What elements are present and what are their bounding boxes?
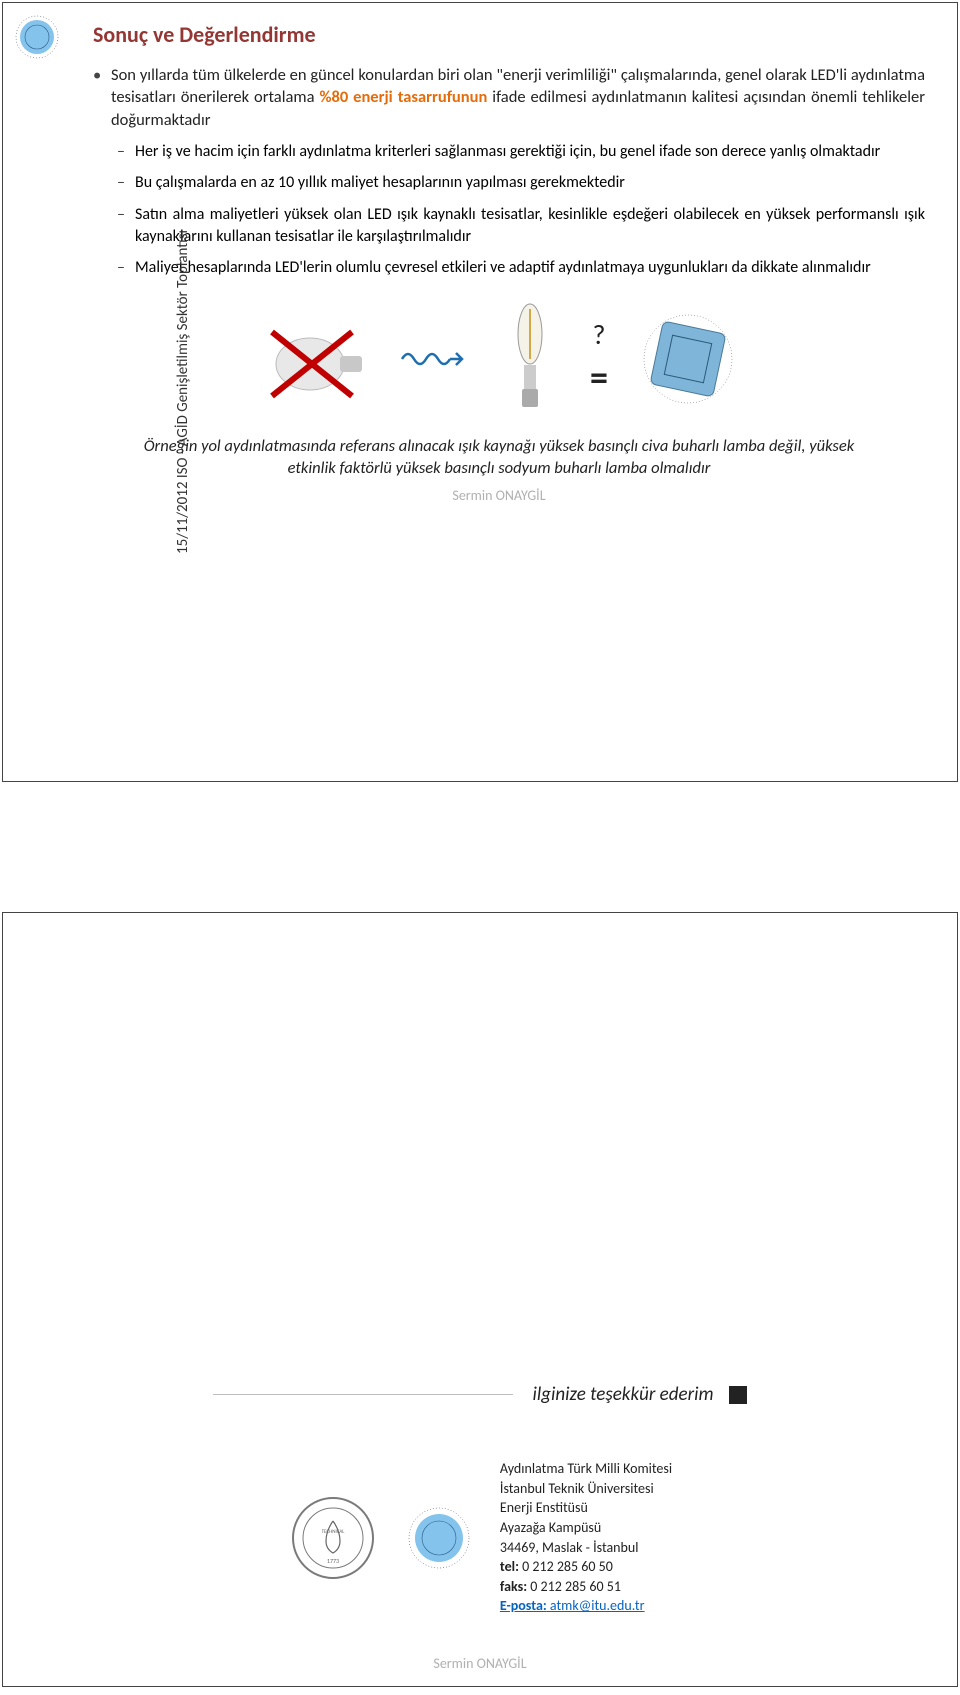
bullet-dot: • (93, 64, 111, 131)
contact-line: Aydınlatma Türk Milli Komitesi (500, 1459, 672, 1479)
sub-item: –Her iş ve hacim için farklı aydınlatma … (117, 141, 925, 163)
sodium-lamp-icon (500, 299, 560, 419)
slide-thanks: ilginize teşekkür ederim TECHNICAL 1773 … (2, 912, 958, 1687)
equals-sign: = (590, 356, 608, 400)
fax-label: faks: (500, 1578, 527, 1595)
fax-value: 0 212 285 60 51 (527, 1578, 621, 1595)
led-chip-icon (638, 309, 738, 409)
sub-bullet-list: –Her iş ve hacim için farklı aydınlatma … (117, 141, 925, 279)
contact-text: Aydınlatma Türk Milli Komitesi İstanbul … (500, 1459, 672, 1616)
intro-paragraph: • Son yıllarda tüm ülkelerde en güncel k… (93, 64, 925, 131)
question-mark: ? (593, 317, 606, 352)
sidebar-date-text: 15/11/2012 ISO - AGİD Genişletilmiş Sekt… (174, 230, 192, 554)
svg-text:TECHNICAL: TECHNICAL (322, 1529, 346, 1535)
author-name: Sermin ONAYGİL (73, 487, 925, 504)
sub-item: –Satın alma maliyetleri yüksek olan LED … (117, 204, 925, 247)
tel-label: tel: (500, 1558, 519, 1575)
image-comparison-row: ? = (73, 299, 925, 419)
square-dot (729, 1386, 747, 1404)
contact-line: İstanbul Teknik Üniversitesi (500, 1479, 672, 1499)
thanks-row: ilginize teşekkür ederim (3, 1383, 957, 1406)
contact-line: Enerji Enstitüsü (500, 1498, 672, 1518)
author-name: Sermin ONAYGİL (3, 1655, 957, 1672)
caption-text: Örneğin yol aydınlatmasında referans alı… (133, 435, 865, 480)
email-link[interactable]: atmk@itu.edu.tr (547, 1597, 645, 1614)
itu-seal-icon: TECHNICAL 1773 (288, 1493, 378, 1583)
slide-title: Sonuç ve Değerlendirme (93, 21, 925, 48)
slide-conclusion: 15/11/2012 ISO - AGİD Genişletilmiş Sekt… (2, 2, 958, 782)
svg-text:1773: 1773 (327, 1557, 339, 1565)
intro-highlight: %80 enerji tasarrufunun (319, 87, 487, 107)
sub-item: –Maliyet hesaplarında LED'lerin olumlu ç… (117, 257, 925, 279)
contact-block: TECHNICAL 1773 Aydınlatma Türk Milli Kom… (3, 1459, 957, 1616)
corner-graphic (13, 13, 61, 61)
sub-item: –Bu çalışmalarda en az 10 yıllık maliyet… (117, 172, 925, 194)
wavy-arrow-icon (400, 344, 470, 374)
email-label: E-posta: (500, 1597, 547, 1614)
contact-line: Ayazağa Kampüsü (500, 1518, 672, 1538)
divider-line (213, 1394, 513, 1395)
tel-value: 0 212 285 60 50 (519, 1558, 613, 1575)
contact-line: 34469, Maslak - İstanbul (500, 1538, 672, 1558)
atmk-blob-icon (404, 1503, 474, 1573)
thanks-text: ilginize teşekkür ederim (533, 1383, 714, 1406)
crossed-bulb-icon (260, 314, 370, 404)
